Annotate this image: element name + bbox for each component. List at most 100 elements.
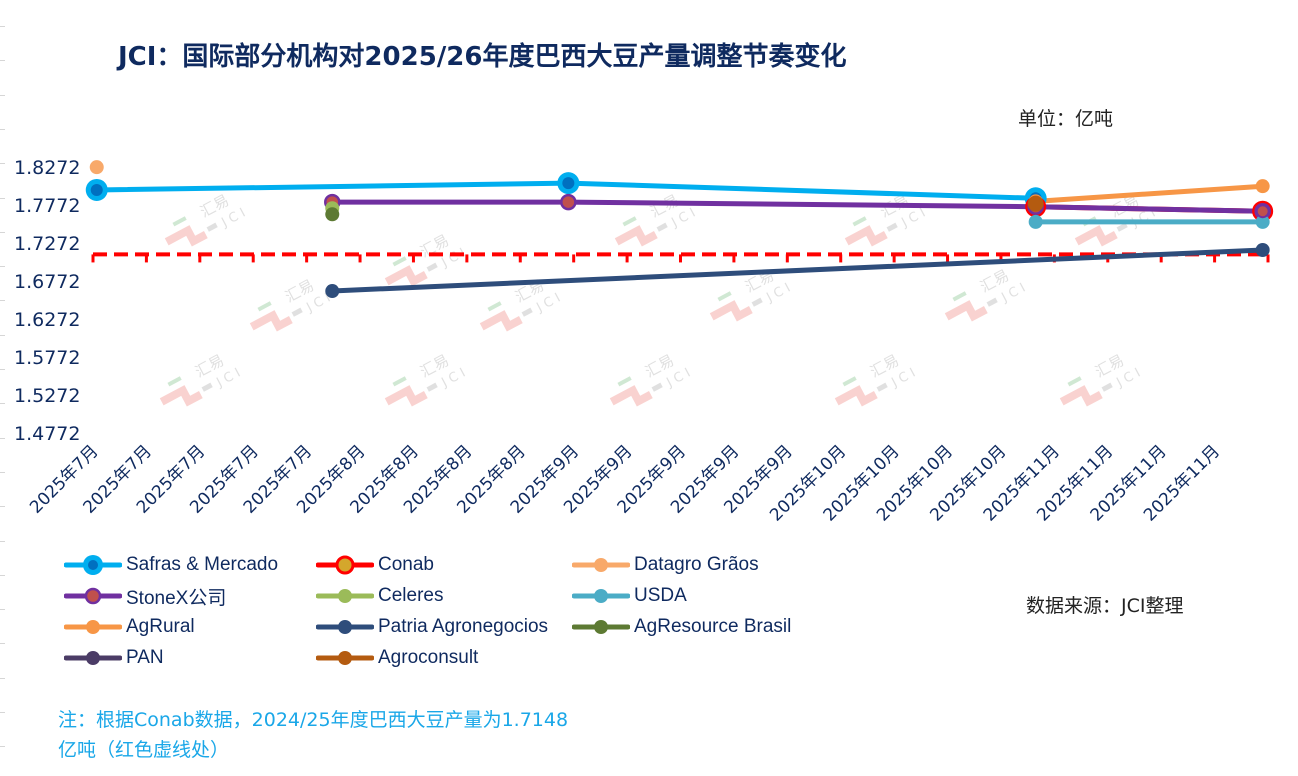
series-markers: [85, 160, 1274, 299]
legend-swatch-marker: [335, 555, 355, 575]
left-edge-ticks: [0, 0, 6, 776]
legend-item[interactable]: USDA: [572, 581, 687, 611]
watermark-logo-icon: [609, 385, 653, 407]
edge-tick: [0, 643, 5, 644]
legend-swatch-icon: [316, 589, 374, 603]
legend-item[interactable]: AgRural: [64, 612, 195, 642]
edge-tick: [0, 609, 5, 610]
edge-tick: [0, 506, 5, 507]
legend-item[interactable]: StoneX公司: [64, 581, 226, 611]
legend-swatch-icon: [64, 651, 122, 665]
legend-item[interactable]: AgResource Brasil: [572, 612, 791, 642]
watermark-logo-bar: [852, 216, 867, 227]
series-line-agrural: [1035, 183, 1263, 204]
legend-label: PAN: [126, 647, 164, 668]
watermark-logo-icon: [1059, 385, 1103, 407]
legend-label: Safras & Mercado: [126, 554, 279, 575]
marker-inner-safras-mercado: [562, 177, 575, 190]
edge-tick: [0, 266, 5, 267]
y-tick-label: 1.5772: [14, 347, 80, 369]
watermark-logo-icon: [834, 385, 878, 407]
legend-swatch-icon: [316, 620, 374, 634]
watermark-logo-icon: [1074, 225, 1118, 247]
legend-swatch-marker: [594, 589, 608, 603]
watermark-logo-bar: [291, 307, 303, 317]
legend-label: AgRural: [126, 616, 195, 637]
watermark-logo-bar: [876, 382, 888, 392]
legend-label: Agroconsult: [378, 647, 479, 668]
legend-item[interactable]: Patria Agronegocios: [316, 612, 548, 642]
legend-item[interactable]: PAN: [64, 643, 164, 673]
marker-datagro-gr-os: [89, 160, 104, 175]
y-tick-label: 1.7772: [14, 195, 80, 217]
legend-swatch-icon: [572, 620, 630, 634]
legend-item[interactable]: Datagro Grãos: [572, 550, 759, 580]
marker-inner-safras-mercado: [90, 183, 103, 196]
legend-item[interactable]: Celeres: [316, 581, 443, 611]
edge-tick: [0, 60, 5, 61]
legend-label: AgResource Brasil: [634, 616, 792, 637]
edge-tick: [0, 369, 5, 370]
y-tick-label: 1.7272: [14, 233, 80, 255]
edge-tick: [0, 575, 5, 576]
legend-swatch-marker-inner: [88, 560, 98, 570]
edge-tick: [0, 541, 5, 542]
legend-label: Conab: [378, 554, 434, 575]
y-axis: 1.8272 1.7772 1.7272 1.6772 1.6272 1.5772 1.52…: [14, 157, 80, 445]
edge-tick: [0, 300, 5, 301]
watermark-logo-bar: [521, 307, 533, 317]
legend: Safras & Mercado Conab Datagro Grãos StoneX…: [64, 550, 824, 680]
edge-tick: [0, 712, 5, 713]
legend-label: Celeres: [378, 585, 444, 606]
legend-swatch-marker: [86, 620, 100, 634]
data-source: 数据来源：JCI整理: [1026, 595, 1184, 617]
watermark-logo-icon: [384, 265, 428, 287]
watermark-logo-icon: [249, 310, 293, 332]
watermark-logo-icon: [844, 225, 888, 247]
watermark-logo-bar: [886, 222, 898, 232]
watermark-logo-icon: [614, 225, 658, 247]
legend-item[interactable]: Conab: [316, 550, 434, 580]
watermark-logo-bar: [172, 216, 187, 227]
legend-label: Patria Agronegocios: [378, 616, 549, 637]
legend-label: StoneX公司: [126, 587, 227, 609]
x-axis: 2025年7月2025年7月2025年7月2025年7月2025年7月2025年…: [26, 441, 1224, 525]
watermark-logo-bar: [717, 291, 732, 302]
watermark-logo-bar: [622, 216, 637, 227]
watermark-logo-bar: [656, 222, 668, 232]
edge-tick: [0, 198, 5, 199]
watermark-logo-bar: [617, 376, 632, 387]
watermark-logo-bar: [392, 376, 407, 387]
edge-tick: [0, 472, 5, 473]
watermark-logo-bar: [257, 301, 272, 312]
legend-item[interactable]: Agroconsult: [316, 643, 478, 673]
marker-agroconsult: [1027, 195, 1044, 212]
watermark-logo-bar: [1067, 376, 1082, 387]
edge-tick: [0, 438, 5, 439]
marker-patria-agronegocios: [1255, 242, 1270, 257]
watermark-logo-bar: [167, 376, 182, 387]
y-tick-label: 1.8272: [14, 157, 80, 179]
watermark-logo-bar: [952, 291, 967, 302]
series-line-patria-agronegocios: [332, 247, 1263, 294]
watermark-logo-bar: [426, 262, 438, 272]
watermark-logo-bar: [201, 382, 213, 392]
legend-swatch-icon: [64, 620, 122, 634]
y-tick-label: 1.6772: [14, 271, 80, 293]
edge-tick: [0, 163, 5, 164]
watermark-logo-icon: [709, 300, 753, 322]
marker-stonex: [560, 193, 577, 211]
y-tick-label: 1.4772: [14, 423, 80, 445]
edge-tick: [0, 232, 5, 233]
series-lines: [96, 180, 1263, 294]
watermark-logo-bar: [426, 382, 438, 392]
edge-tick: [0, 95, 5, 96]
legend-item[interactable]: Safras & Mercado: [64, 550, 278, 580]
